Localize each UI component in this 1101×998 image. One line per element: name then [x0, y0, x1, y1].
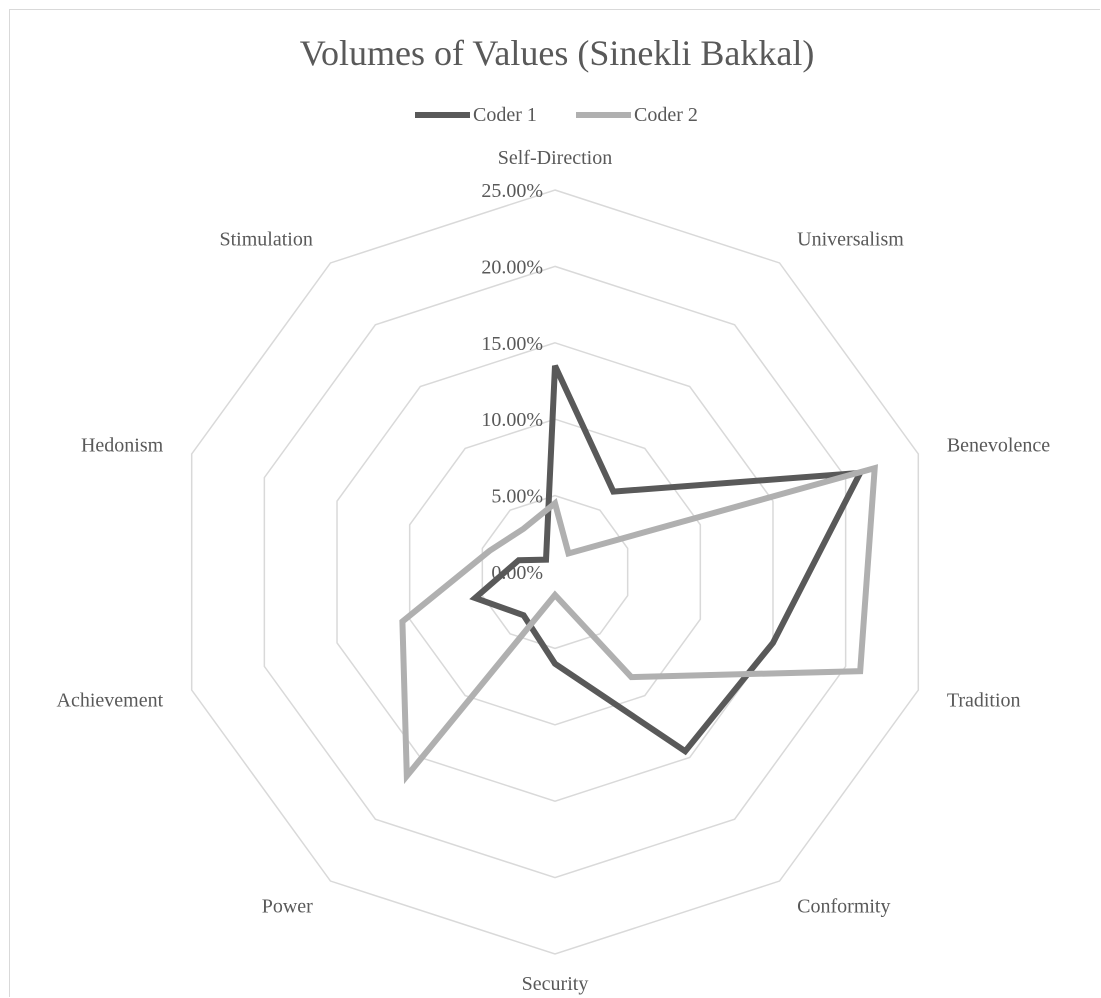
chart-title: Volumes of Values (Sinekli Bakkal): [300, 33, 815, 73]
tick-label: 25.00%: [481, 180, 543, 202]
category-label: Power: [262, 895, 313, 917]
category-label: Achievement: [57, 689, 164, 711]
category-label: Benevolence: [947, 435, 1050, 457]
legend-label: Coder 1: [473, 104, 537, 126]
category-label: Stimulation: [219, 229, 312, 251]
series-group: [402, 366, 874, 776]
tick-label: 20.00%: [481, 256, 543, 278]
category-label: Conformity: [797, 895, 890, 917]
tick-label: 10.00%: [481, 409, 543, 431]
tick-label: 5.00%: [491, 486, 543, 508]
legend-label: Coder 2: [634, 104, 698, 126]
category-label: Security: [522, 973, 589, 995]
category-label: Hedonism: [81, 435, 164, 457]
category-label: Self-Direction: [498, 147, 612, 169]
tick-label: 15.00%: [481, 333, 543, 355]
series-line-2: [402, 468, 874, 776]
chart-area: Volumes of Values (Sinekli Bakkal) Coder…: [9, 9, 1100, 997]
radar-chart: Volumes of Values (Sinekli Bakkal) Coder…: [10, 10, 1101, 998]
legend: Coder 1 Coder 2: [415, 104, 698, 126]
grid-ring: [264, 266, 845, 877]
category-label: Universalism: [797, 229, 904, 251]
category-label: Tradition: [947, 689, 1021, 711]
category-labels: Self-Direction Universalism Benevolence Tra…: [57, 147, 1051, 995]
